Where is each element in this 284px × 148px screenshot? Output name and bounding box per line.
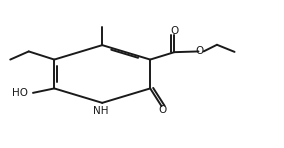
Text: NH: NH [93, 106, 108, 116]
Text: O: O [159, 105, 167, 115]
Text: O: O [196, 46, 204, 56]
Text: HO: HO [12, 88, 28, 98]
Text: O: O [170, 26, 178, 36]
